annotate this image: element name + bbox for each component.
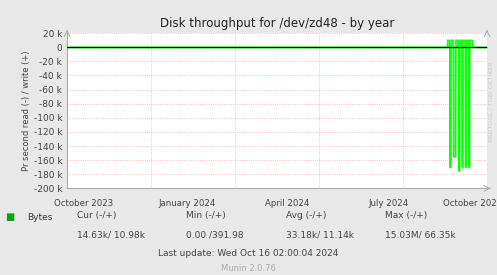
Text: ■: ■: [5, 212, 14, 222]
Text: RRDTOOL / TOBI OETIKER: RRDTOOL / TOBI OETIKER: [489, 61, 494, 142]
Text: 15.03M/ 66.35k: 15.03M/ 66.35k: [385, 231, 456, 240]
Text: Cur (-/+): Cur (-/+): [77, 211, 116, 220]
Text: Bytes: Bytes: [27, 213, 53, 222]
Text: January 2024: January 2024: [158, 199, 216, 208]
Text: Max (-/+): Max (-/+): [385, 211, 427, 220]
Text: July 2024: July 2024: [368, 199, 409, 208]
Title: Disk throughput for /dev/zd48 - by year: Disk throughput for /dev/zd48 - by year: [160, 17, 394, 31]
Text: 0.00 /391.98: 0.00 /391.98: [186, 231, 244, 240]
Text: Last update: Wed Oct 16 02:00:04 2024: Last update: Wed Oct 16 02:00:04 2024: [159, 249, 338, 257]
Text: 33.18k/ 11.14k: 33.18k/ 11.14k: [286, 231, 354, 240]
Text: Avg (-/+): Avg (-/+): [286, 211, 326, 220]
Y-axis label: Pr second read (-) / write (+): Pr second read (-) / write (+): [22, 50, 31, 171]
Text: Min (-/+): Min (-/+): [186, 211, 226, 220]
Text: April 2024: April 2024: [265, 199, 310, 208]
Text: 14.63k/ 10.98k: 14.63k/ 10.98k: [77, 231, 145, 240]
Text: October 2024: October 2024: [443, 199, 497, 208]
Text: Munin 2.0.76: Munin 2.0.76: [221, 265, 276, 273]
Text: October 2023: October 2023: [54, 199, 113, 208]
